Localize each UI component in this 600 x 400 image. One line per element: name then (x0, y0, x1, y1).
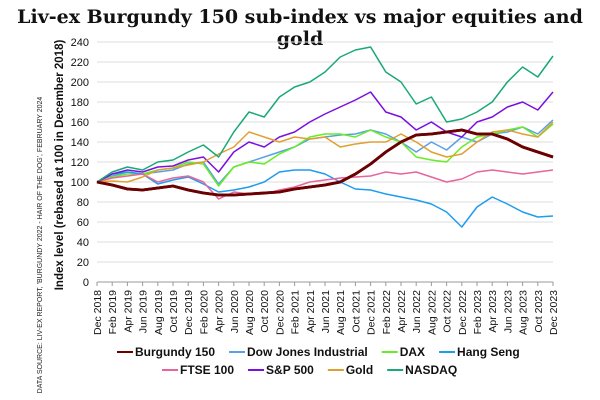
y-tick-label: 160 (71, 117, 89, 129)
x-tick-label: Jun 2023 (502, 290, 514, 333)
data-source-note: DATA SOURCE: LIV-EX REPORT, 'BURGUNDY 20… (37, 97, 44, 394)
x-tick-label: Jun 2020 (229, 290, 241, 333)
y-tick-label: 0 (83, 277, 89, 289)
x-tick-label: Aug 2021 (335, 290, 347, 335)
y-tick-label: 100 (71, 177, 89, 189)
y-tick-label: 120 (71, 157, 89, 169)
legend-label: DAX (400, 345, 425, 359)
x-tick-label: Aug 2023 (518, 290, 530, 335)
x-tick-label: Dec 2018 (92, 290, 104, 335)
legend-label: NASDAQ (405, 363, 457, 377)
x-tick-label: Aug 2020 (244, 290, 256, 335)
legend-label: Burgundy 150 (135, 345, 215, 359)
x-tick-label: Feb 2023 (472, 290, 484, 335)
x-tick-label: Oct 2023 (533, 290, 545, 333)
series-line-hang-seng (96, 169, 554, 228)
x-tick-label: Apr 2019 (122, 290, 134, 333)
y-tick-label: 80 (77, 197, 89, 209)
x-tick-label: Dec 2022 (457, 290, 469, 335)
y-tick-label: 180 (71, 97, 89, 109)
y-tick-label: 240 (71, 37, 89, 49)
series-line-nasdaq (96, 46, 554, 183)
series-line-ftse-100 (96, 169, 554, 200)
y-tick-label: 20 (77, 257, 89, 269)
legend-label: Dow Jones Industrial (247, 345, 368, 359)
x-tick-label: Oct 2020 (259, 290, 271, 333)
legend-label: S&P 500 (266, 363, 314, 377)
legend-label: Hang Seng (457, 345, 520, 359)
y-tick-label: 60 (77, 217, 89, 229)
y-tick-label: 220 (71, 57, 89, 69)
y-tick-label: 200 (71, 77, 89, 89)
x-tick-label: Dec 2020 (274, 290, 286, 335)
x-tick-label: Aug 2019 (153, 290, 165, 335)
series-line-gold (96, 121, 554, 183)
x-tick-label: Jun 2022 (411, 290, 423, 333)
x-tick-label: Dec 2021 (366, 290, 378, 335)
x-tick-label: Apr 2023 (487, 290, 499, 333)
x-tick-label: Apr 2021 (305, 290, 317, 333)
chart-title: Liv-ex Burgundy 150 sub-index vs major e… (17, 6, 583, 50)
x-tick-label: Dec 2023 (548, 290, 560, 335)
x-tick-label: Jun 2021 (320, 290, 332, 333)
series-line-burgundy-150-top (96, 128, 554, 197)
y-axis-label: Index level (rebased at 100 in December … (54, 40, 66, 291)
x-tick-label: Apr 2022 (396, 290, 408, 333)
x-tick-label: Feb 2020 (198, 290, 210, 335)
x-tick-label: Oct 2021 (350, 290, 362, 333)
y-tick-label: 40 (77, 237, 89, 249)
legend-label: FTSE 100 (180, 363, 234, 377)
x-tick-label: Aug 2022 (426, 290, 438, 335)
x-tick-label: Apr 2020 (214, 290, 226, 333)
legend-label: Gold (346, 363, 373, 377)
series-line-s-p-500 (96, 91, 554, 183)
x-tick-label: Oct 2019 (168, 290, 180, 333)
x-tick-label: Jun 2019 (138, 290, 150, 333)
x-tick-label: Feb 2021 (290, 290, 302, 335)
x-tick-label: Feb 2019 (107, 290, 119, 335)
x-tick-label: Oct 2022 (442, 290, 454, 333)
x-tick-label: Feb 2022 (381, 290, 393, 335)
x-tick-label: Dec 2019 (183, 290, 195, 335)
y-tick-label: 140 (71, 137, 89, 149)
